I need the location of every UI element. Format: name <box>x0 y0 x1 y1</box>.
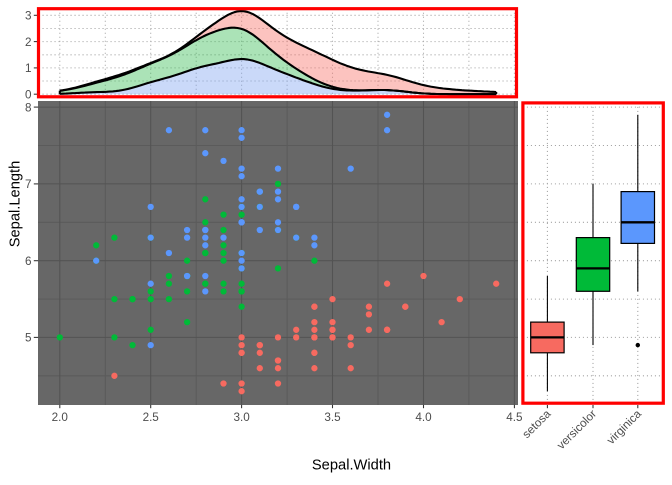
svg-text:7: 7 <box>25 178 32 191</box>
svg-text:2.0: 2.0 <box>52 411 69 424</box>
svg-text:4.5: 4.5 <box>506 411 523 424</box>
svg-text:8: 8 <box>25 101 32 114</box>
svg-text:3.0: 3.0 <box>233 411 250 424</box>
svg-text:2: 2 <box>25 36 32 49</box>
svg-text:3: 3 <box>25 10 32 23</box>
svg-text:2.5: 2.5 <box>143 411 160 424</box>
svg-text:3.5: 3.5 <box>324 411 341 424</box>
svg-text:6: 6 <box>25 255 32 268</box>
svg-text:5: 5 <box>25 332 32 345</box>
svg-text:Sepal.Length: Sepal.Length <box>7 161 23 248</box>
svg-text:1: 1 <box>25 62 32 75</box>
svg-text:4.0: 4.0 <box>415 411 432 424</box>
svg-text:Sepal.Width: Sepal.Width <box>312 458 391 474</box>
svg-text:0: 0 <box>25 88 32 101</box>
